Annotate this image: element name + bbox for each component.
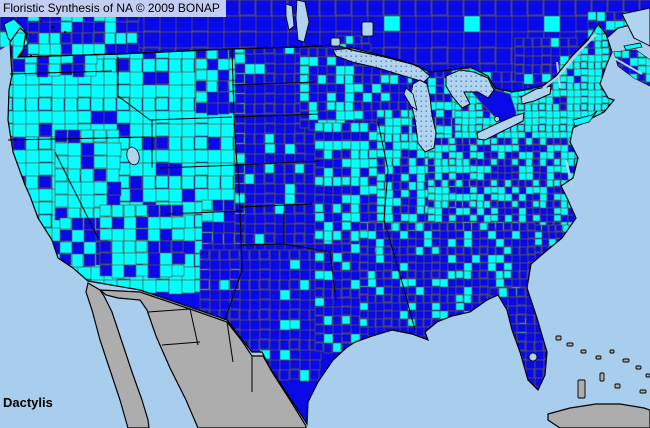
taxon-label: Dactylis (3, 395, 53, 410)
map-title: Floristic Synthesis of NA © 2009 BONAP (0, 0, 226, 17)
